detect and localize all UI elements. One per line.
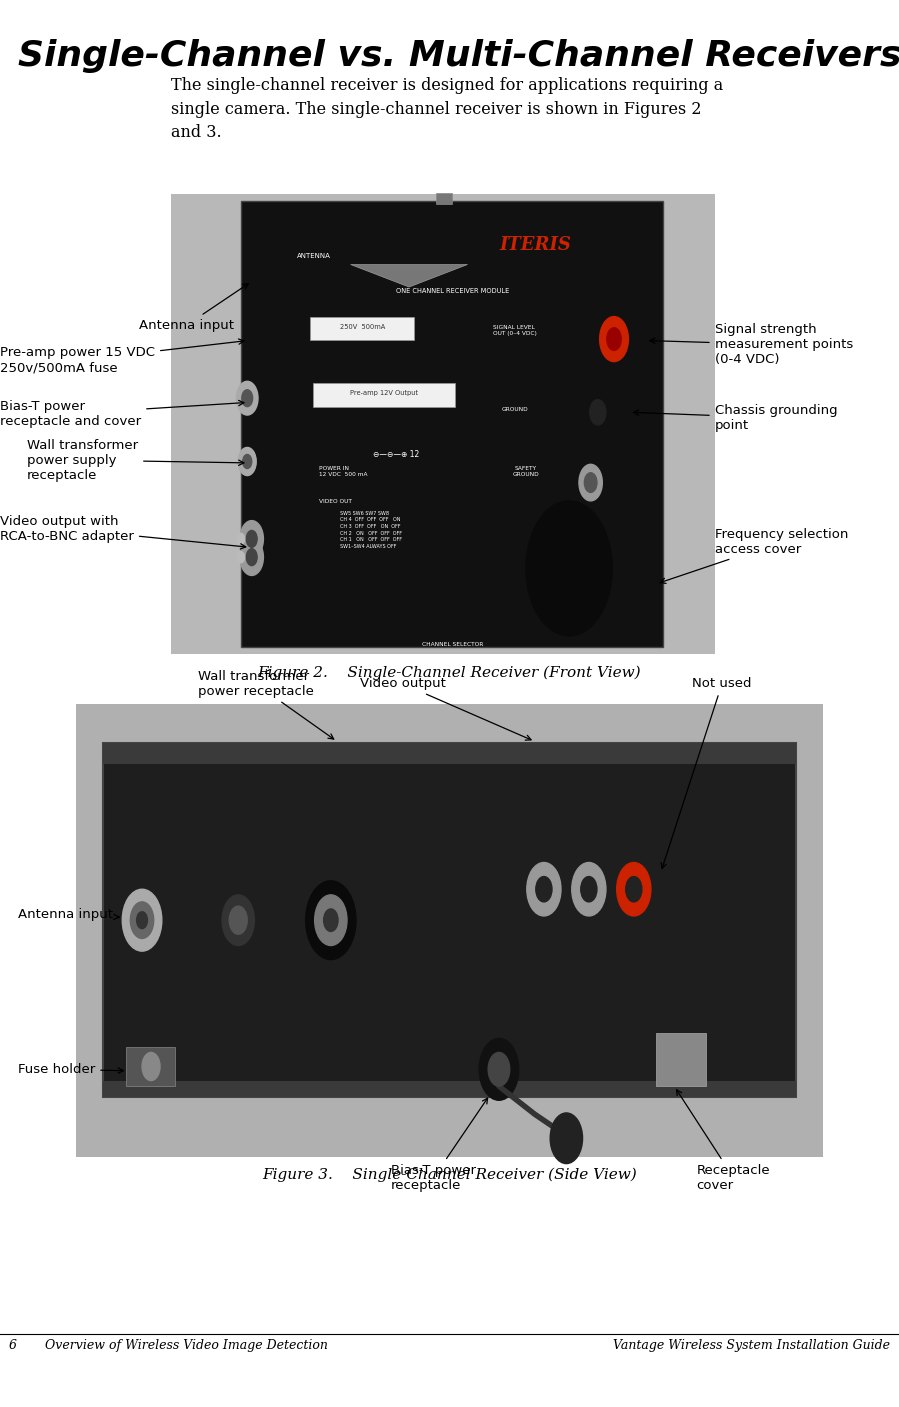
Bar bbox=[126, 1047, 175, 1086]
Circle shape bbox=[137, 912, 147, 929]
Circle shape bbox=[584, 473, 597, 492]
Circle shape bbox=[617, 862, 651, 916]
Circle shape bbox=[242, 390, 253, 407]
Circle shape bbox=[240, 521, 263, 557]
Circle shape bbox=[246, 549, 257, 566]
Circle shape bbox=[315, 895, 347, 946]
Circle shape bbox=[130, 902, 154, 938]
Text: ITERIS: ITERIS bbox=[499, 236, 571, 255]
Text: Signal strength
measurement points
(0-4 VDC): Signal strength measurement points (0-4 … bbox=[650, 324, 853, 366]
Text: Chassis grounding
point: Chassis grounding point bbox=[634, 404, 837, 432]
Text: Single-Channel vs. Multi-Channel Receivers: Single-Channel vs. Multi-Channel Receive… bbox=[18, 39, 899, 73]
Circle shape bbox=[572, 862, 606, 916]
Circle shape bbox=[550, 1113, 583, 1164]
Circle shape bbox=[122, 889, 162, 951]
Bar bbox=[103, 743, 796, 764]
Circle shape bbox=[306, 881, 356, 960]
Bar bbox=[436, 193, 452, 204]
Circle shape bbox=[222, 895, 254, 946]
Text: ANTENNA: ANTENNA bbox=[297, 253, 331, 259]
Circle shape bbox=[479, 1038, 519, 1100]
Text: POWER IN
12 VDC  500 mA: POWER IN 12 VDC 500 mA bbox=[319, 466, 368, 477]
Text: Antenna input: Antenna input bbox=[18, 908, 120, 922]
Text: ⊖—⊖—⊕ 12: ⊖—⊖—⊕ 12 bbox=[373, 450, 419, 459]
Circle shape bbox=[237, 552, 245, 563]
Circle shape bbox=[240, 539, 263, 575]
Circle shape bbox=[536, 877, 552, 902]
Text: ONE CHANNEL RECEIVER MODULE: ONE CHANNEL RECEIVER MODULE bbox=[396, 288, 509, 294]
Text: Bias-T power
receptacle and cover: Bias-T power receptacle and cover bbox=[0, 400, 244, 428]
Bar bbox=[103, 1081, 796, 1097]
Circle shape bbox=[581, 877, 597, 902]
Circle shape bbox=[590, 400, 606, 425]
Text: SW5 SW6 SW7 SW8
CH 4  OFF  OFF  OFF   ON
CH 3  OFF  OFF   ON  OFF
CH 2   ON   OF: SW5 SW6 SW7 SW8 CH 4 OFF OFF OFF ON CH 3… bbox=[340, 511, 402, 549]
Circle shape bbox=[246, 530, 257, 547]
Circle shape bbox=[600, 317, 628, 362]
Text: 250V  500mA: 250V 500mA bbox=[340, 324, 385, 329]
Text: SAFETY
GROUND: SAFETY GROUND bbox=[512, 466, 539, 477]
Circle shape bbox=[236, 381, 258, 415]
Text: Pre-amp power 15 VDC
250v/500mA fuse: Pre-amp power 15 VDC 250v/500mA fuse bbox=[0, 339, 244, 374]
Text: Fuse holder: Fuse holder bbox=[18, 1062, 123, 1076]
Circle shape bbox=[626, 877, 642, 902]
Circle shape bbox=[243, 454, 252, 469]
Circle shape bbox=[324, 909, 338, 931]
Circle shape bbox=[237, 533, 245, 545]
FancyBboxPatch shape bbox=[310, 317, 414, 340]
Text: Wall transformer
power supply
receptacle: Wall transformer power supply receptacle bbox=[27, 439, 244, 481]
Circle shape bbox=[527, 862, 561, 916]
Circle shape bbox=[142, 1052, 160, 1081]
Circle shape bbox=[229, 906, 247, 934]
Text: The single-channel receiver is designed for applications requiring a
single came: The single-channel receiver is designed … bbox=[171, 77, 723, 141]
Text: Wall transformer
power receptacle: Wall transformer power receptacle bbox=[198, 670, 334, 739]
Bar bbox=[171, 194, 715, 654]
Bar bbox=[103, 743, 796, 1097]
Text: Not used: Not used bbox=[661, 677, 752, 868]
Circle shape bbox=[579, 464, 602, 501]
Bar bbox=[241, 201, 663, 647]
Text: Figure 2.    Single-Channel Receiver (Front View): Figure 2. Single-Channel Receiver (Front… bbox=[258, 666, 641, 680]
FancyBboxPatch shape bbox=[313, 383, 455, 407]
Text: Pre-amp 12V Output: Pre-amp 12V Output bbox=[350, 390, 418, 395]
Polygon shape bbox=[351, 265, 467, 287]
Circle shape bbox=[238, 447, 256, 476]
Text: Video output: Video output bbox=[360, 677, 531, 740]
Text: Antenna input: Antenna input bbox=[139, 284, 248, 332]
Bar bbox=[76, 704, 823, 1157]
Text: Video output with
RCA-to-BNC adapter: Video output with RCA-to-BNC adapter bbox=[0, 515, 245, 549]
Text: Bias-T power
receptacle: Bias-T power receptacle bbox=[391, 1097, 487, 1192]
Text: Receptacle
cover: Receptacle cover bbox=[677, 1089, 770, 1192]
Circle shape bbox=[526, 501, 612, 636]
Text: Vantage Wireless System Installation Guide: Vantage Wireless System Installation Gui… bbox=[613, 1339, 890, 1352]
Text: Figure 3.    Single-Channel Receiver (Side View): Figure 3. Single-Channel Receiver (Side … bbox=[263, 1168, 636, 1182]
Circle shape bbox=[488, 1052, 510, 1086]
Text: Frequency selection
access cover: Frequency selection access cover bbox=[660, 528, 848, 584]
Text: VIDEO OUT: VIDEO OUT bbox=[319, 499, 352, 505]
Circle shape bbox=[607, 328, 621, 350]
Text: CHANNEL SELECTOR: CHANNEL SELECTOR bbox=[422, 642, 483, 647]
Bar bbox=[656, 1033, 706, 1086]
Text: 6       Overview of Wireless Video Image Detection: 6 Overview of Wireless Video Image Detec… bbox=[9, 1339, 328, 1352]
Text: SIGNAL LEVEL
OUT (0–4 VDC): SIGNAL LEVEL OUT (0–4 VDC) bbox=[493, 325, 537, 336]
Text: GROUND: GROUND bbox=[502, 407, 529, 412]
